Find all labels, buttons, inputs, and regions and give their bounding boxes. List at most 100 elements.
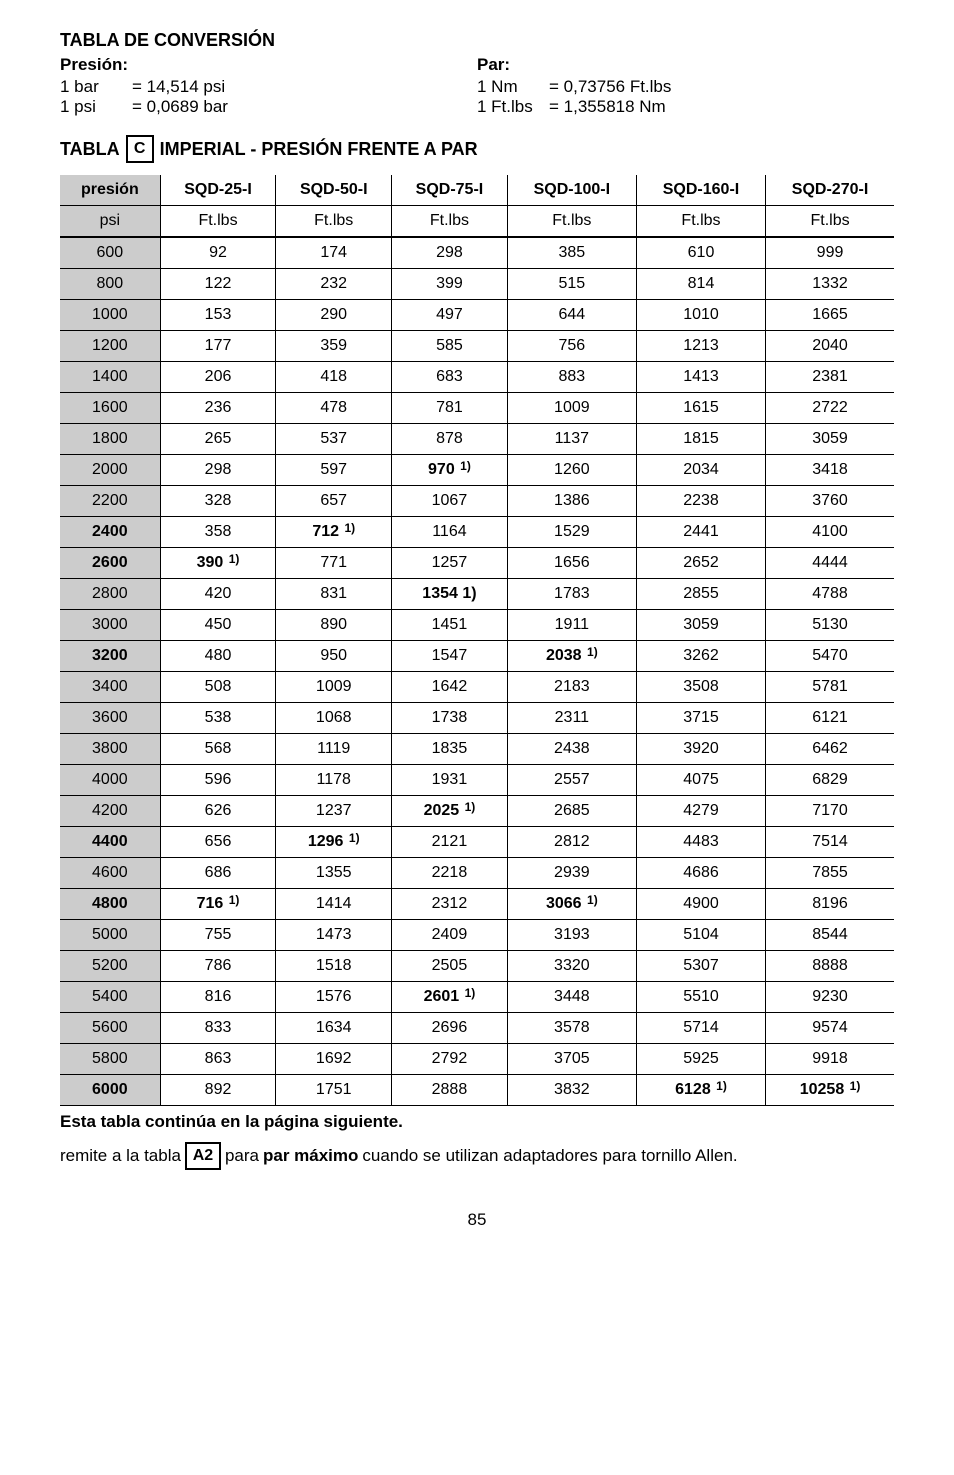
table-row: 320048095015472038 1)32625470 [60,641,894,672]
col-header: SQD-25-I [160,175,276,206]
col-header: SQD-50-I [276,175,392,206]
value-cell: 2034 [636,455,765,486]
psi-cell: 1600 [60,393,160,424]
value-cell: 1656 [507,548,636,579]
table-row: 100015329049764410101665 [60,300,894,331]
value-cell: 2183 [507,672,636,703]
value-cell: 833 [160,1013,276,1044]
value-cell: 1213 [636,331,765,362]
table-row: 8001222323995158141332 [60,269,894,300]
value-cell: 1815 [636,424,765,455]
value-cell: 1009 [276,672,392,703]
table-row: 60092174298385610999 [60,237,894,269]
presion-val-0: = 14,514 psi [132,77,225,97]
value-cell: 1615 [636,393,765,424]
page-number: 85 [60,1210,894,1230]
value-cell: 3059 [766,424,894,455]
value-cell: 399 [392,269,508,300]
value-cell: 290 [276,300,392,331]
value-cell: 390 1) [160,548,276,579]
value-cell: 6121 [766,703,894,734]
value-cell: 716 1) [160,889,276,920]
value-cell: 1260 [507,455,636,486]
par-val-0: = 0,73756 Ft.lbs [549,77,671,97]
value-cell: 6829 [766,765,894,796]
unit-header: Ft.lbs [636,206,765,238]
col-header: SQD-270-I [766,175,894,206]
value-cell: 1386 [507,486,636,517]
par-label: Par: [477,55,894,75]
psi-cell: 600 [60,237,160,269]
value-cell: 298 [392,237,508,269]
value-cell: 1451 [392,610,508,641]
table-row: 340050810091642218335085781 [60,672,894,703]
value-cell: 1068 [276,703,392,734]
par-line-0: 1 Nm = 0,73756 Ft.lbs [477,77,894,97]
value-cell: 2652 [636,548,765,579]
value-cell: 480 [160,641,276,672]
value-cell: 5781 [766,672,894,703]
value-cell: 950 [276,641,392,672]
value-cell: 4788 [766,579,894,610]
value-cell: 2685 [507,796,636,827]
psi-cell: 2400 [60,517,160,548]
value-cell: 3705 [507,1044,636,1075]
value-cell: 177 [160,331,276,362]
col-header: SQD-160-I [636,175,765,206]
par-line-1: 1 Ft.lbs = 1,355818 Nm [477,97,894,117]
value-cell: 4100 [766,517,894,548]
psi-cell: 4800 [60,889,160,920]
value-cell: 816 [160,982,276,1013]
value-cell: 892 [160,1075,276,1106]
value-cell: 418 [276,362,392,393]
value-cell: 712 1) [276,517,392,548]
value-cell: 4444 [766,548,894,579]
value-cell: 2238 [636,486,765,517]
value-cell: 568 [160,734,276,765]
table-row: 520078615182505332053078888 [60,951,894,982]
col-header: presión [60,175,160,206]
value-cell: 1911 [507,610,636,641]
table-head: presiónSQD-25-ISQD-50-ISQD-75-ISQD-100-I… [60,175,894,237]
value-cell: 657 [276,486,392,517]
value-cell: 3508 [636,672,765,703]
value-cell: 781 [392,393,508,424]
value-cell: 1473 [276,920,392,951]
value-cell: 8888 [766,951,894,982]
presion-col: Presión: 1 bar = 14,514 psi 1 psi = 0,06… [60,55,477,117]
value-cell: 755 [160,920,276,951]
table-row: 580086316922792370559259918 [60,1044,894,1075]
value-cell: 3578 [507,1013,636,1044]
value-cell: 1751 [276,1075,392,1106]
value-cell: 2312 [392,889,508,920]
value-cell: 2696 [392,1013,508,1044]
unit-header: Ft.lbs [160,206,276,238]
value-cell: 2040 [766,331,894,362]
value-cell: 153 [160,300,276,331]
data-table: presiónSQD-25-ISQD-50-ISQD-75-ISQD-100-I… [60,175,894,1106]
value-cell: 1009 [507,393,636,424]
table-row: 22003286571067138622383760 [60,486,894,517]
value-cell: 1665 [766,300,894,331]
table-row: 44006561296 1)2121281244837514 [60,827,894,858]
footer-refer: remite a la tabla A2 para par máximo cua… [60,1142,894,1170]
table-row: 380056811191835243839206462 [60,734,894,765]
col-header: SQD-75-I [392,175,508,206]
unit-header: psi [60,206,160,238]
par-unit-1: 1 Ft.lbs [477,97,549,117]
table-row: 60008921751288838326128 1)10258 1) [60,1075,894,1106]
par-col: Par: 1 Nm = 0,73756 Ft.lbs 1 Ft.lbs = 1,… [477,55,894,117]
value-cell: 863 [160,1044,276,1075]
psi-cell: 2600 [60,548,160,579]
value-cell: 358 [160,517,276,548]
par-val-1: = 1,355818 Nm [549,97,666,117]
value-cell: 2438 [507,734,636,765]
value-cell: 5470 [766,641,894,672]
psi-cell: 5200 [60,951,160,982]
footer-post: cuando se utilizan adaptadores para torn… [362,1146,737,1166]
value-cell: 3920 [636,734,765,765]
value-cell: 1576 [276,982,392,1013]
value-cell: 3059 [636,610,765,641]
value-cell: 3760 [766,486,894,517]
value-cell: 1783 [507,579,636,610]
